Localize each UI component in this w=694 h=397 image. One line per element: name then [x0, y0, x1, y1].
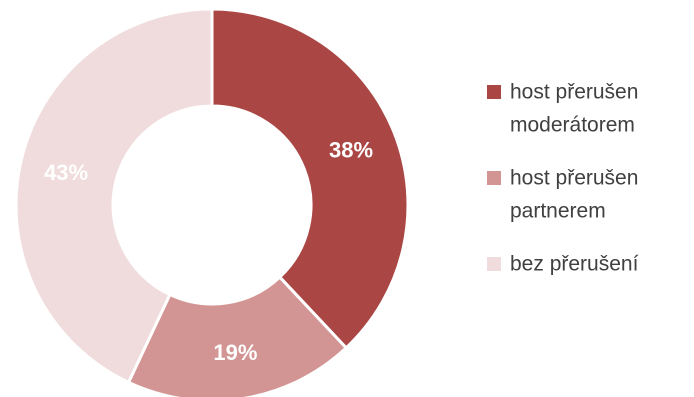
legend-swatch-1 [487, 85, 501, 99]
slice-label-2: 19% [213, 340, 257, 365]
legend-label-1: host přerušen moderátorem [510, 81, 638, 137]
legend-label-2: host přerušen partnerem [510, 167, 638, 223]
slice-label-1: 38% [329, 137, 373, 162]
legend-label-3: bez přerušení [510, 253, 639, 276]
donut-slice-3 [14, 7, 214, 385]
slice-labels: 38% 19% 43% [44, 137, 373, 365]
donut-slices [14, 7, 410, 397]
legend-swatch-3 [487, 257, 501, 271]
legend-swatch-2 [487, 171, 501, 185]
legend: host přerušen moderátorem host přerušen par… [487, 81, 639, 276]
donut-slice-1 [210, 7, 410, 350]
donut-slice-2 [126, 275, 349, 397]
slice-label-3: 43% [44, 160, 88, 185]
